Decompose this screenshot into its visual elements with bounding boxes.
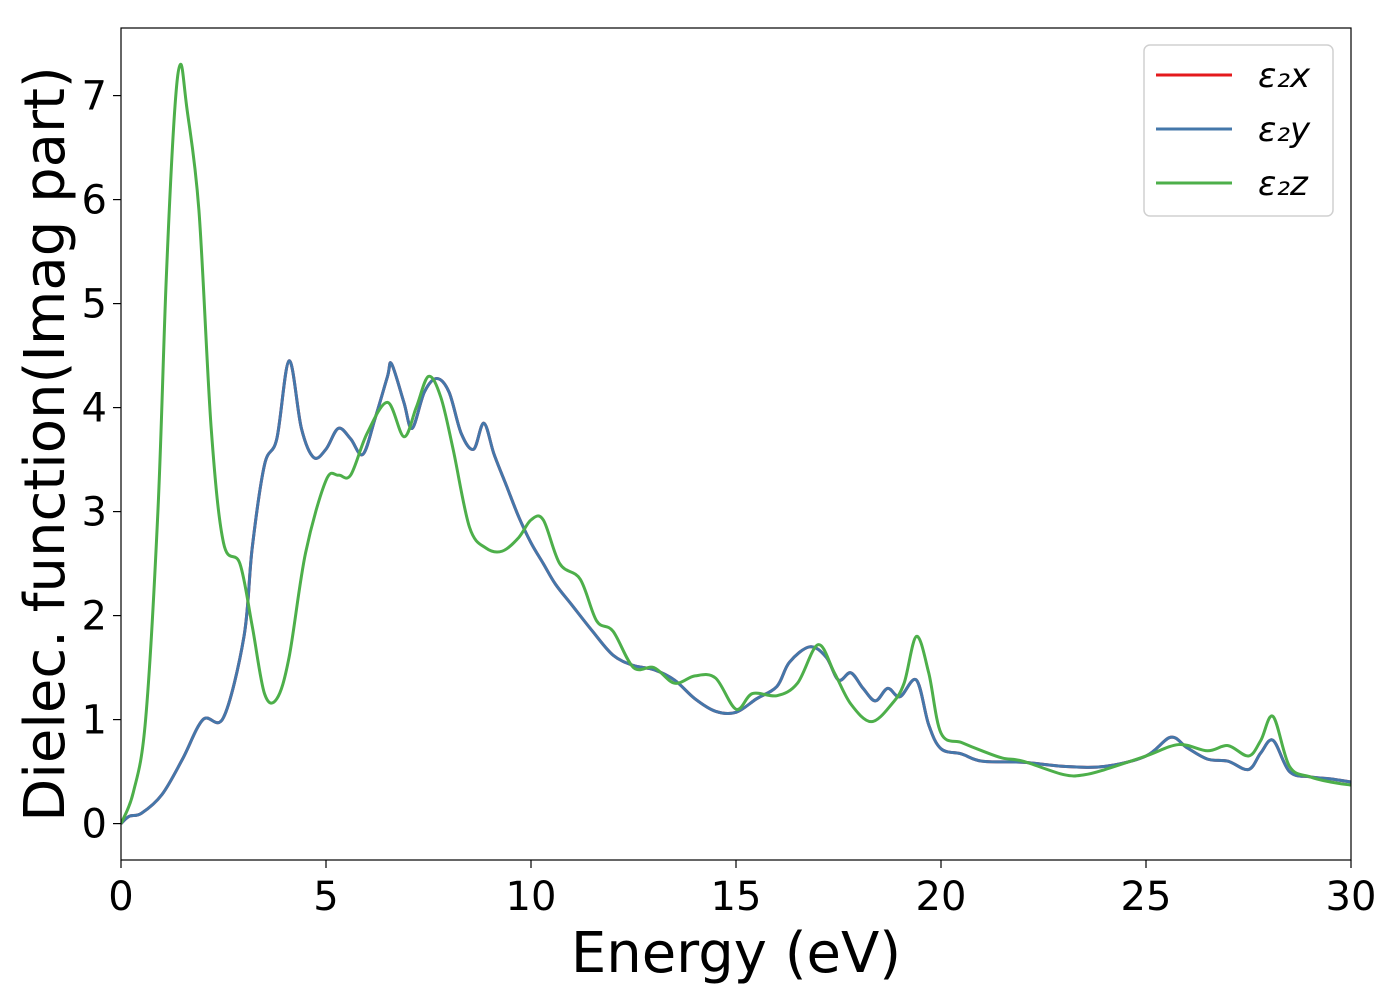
legend-label: ε₂x xyxy=(1258,56,1311,96)
x-tick-label: 25 xyxy=(1121,874,1172,920)
x-tick-label: 30 xyxy=(1326,874,1377,920)
series-line-1 xyxy=(121,359,1351,825)
x-axis-label: Energy (eV) xyxy=(571,921,901,986)
legend-label: ε₂z xyxy=(1258,164,1309,204)
y-tick-label: 0 xyxy=(82,802,107,848)
x-tick-label: 10 xyxy=(506,874,557,920)
x-tick-label: 15 xyxy=(711,874,762,920)
x-axis-ticks: 0 5 10 15 20 25 30 xyxy=(108,860,1376,920)
legend-label: ε₂y xyxy=(1258,110,1311,150)
y-axis-ticks: 0 1 2 3 4 5 6 7 xyxy=(82,74,121,848)
series-line-3 xyxy=(121,62,1351,825)
series-line-2 xyxy=(121,359,1351,825)
series-layer xyxy=(121,62,1351,825)
y-axis-label: Dielec. function(Imag part) xyxy=(13,66,78,822)
x-tick-label: 5 xyxy=(313,874,338,920)
y-tick-label: 7 xyxy=(82,74,107,120)
y-tick-label: 5 xyxy=(82,282,107,328)
y-tick-label: 3 xyxy=(82,490,107,536)
y-tick-label: 1 xyxy=(82,698,107,744)
y-tick-label: 2 xyxy=(82,594,107,640)
legend-box xyxy=(1143,44,1334,217)
y-tick-label: 6 xyxy=(82,178,107,224)
legend: ε₂x ε₂y ε₂z xyxy=(1143,44,1334,217)
y-tick-label: 4 xyxy=(82,386,107,432)
x-tick-label: 0 xyxy=(108,874,133,920)
x-tick-label: 20 xyxy=(916,874,967,920)
